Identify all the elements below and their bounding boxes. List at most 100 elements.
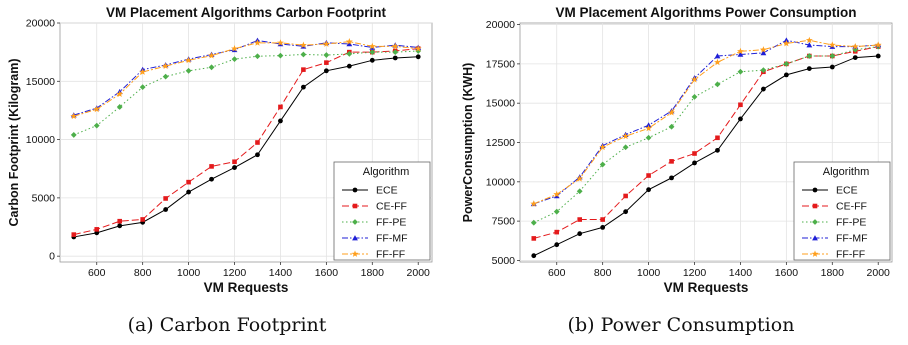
grid-lines: [520, 23, 892, 262]
legend-marker-ff-mf: [352, 235, 358, 241]
data-point-ece: [346, 63, 352, 69]
data-point-ece: [738, 116, 743, 122]
data-point-ff-pe: [346, 50, 353, 57]
data-point-ff-pe: [668, 123, 675, 130]
data-point-ff-ff: [530, 200, 538, 207]
x-tick-label: 800: [594, 267, 612, 279]
legend-marker-ff-pe: [352, 219, 358, 225]
data-point-ce-ff: [646, 173, 651, 178]
data-point-ff-pe: [254, 53, 261, 60]
data-point-ece: [232, 165, 237, 170]
data-point-ff-ff: [737, 47, 744, 55]
series-line-ce-ff: [73, 48, 419, 236]
data-point-ff-ff: [116, 90, 124, 98]
series-line-ff-ff: [533, 39, 879, 205]
data-point-ff-ff: [391, 42, 399, 50]
data-point-ff-pe: [185, 67, 192, 74]
x-tick-label: 600: [548, 267, 566, 279]
data-point-ff-pe: [737, 68, 744, 75]
data-point-ff-ff: [599, 143, 607, 151]
data-point-ff-pe: [93, 122, 100, 129]
data-point-ff-ff: [668, 109, 675, 116]
data-point-ece: [301, 84, 306, 90]
legend-marker-ff-ff: [811, 250, 819, 257]
data-point-ce-ff: [209, 164, 214, 169]
series-group: [530, 36, 882, 259]
data-point-ce-ff: [186, 179, 191, 185]
data-point-ff-ff: [576, 175, 584, 182]
data-point-ce-ff: [738, 102, 743, 108]
legend-box: [333, 161, 431, 261]
x-tick-label: 1400: [269, 267, 293, 279]
data-point-ff-ff: [345, 38, 353, 45]
y-tick-label: 20000: [486, 19, 515, 31]
y-tick-label: 0: [49, 251, 55, 263]
legend-entry-ff-mf: FF-MF: [836, 233, 868, 245]
data-point-ece: [392, 55, 398, 61]
data-point-ff-ff: [645, 124, 653, 132]
data-point-ff-pe: [622, 144, 629, 151]
series-line-ff-pe: [533, 46, 879, 224]
data-point-ff-ff: [93, 105, 101, 113]
data-point-ff-mf: [806, 42, 813, 48]
legend-marker-ff-mf: [812, 235, 818, 241]
x-tick-label: 1000: [177, 267, 201, 279]
data-point-ce-ff: [577, 217, 583, 222]
data-point-ff-pe: [323, 52, 330, 58]
data-point-ece: [554, 242, 560, 248]
data-point-ece: [783, 72, 789, 78]
x-axis-label: VM Requests: [664, 280, 749, 295]
data-point-ece: [323, 68, 329, 74]
data-point-ff-ff: [277, 39, 284, 46]
series-line-ece: [533, 55, 879, 257]
legend-marker-ece: [352, 187, 358, 193]
data-point-ce-ff: [255, 140, 260, 145]
data-point-ff-ff: [714, 58, 721, 66]
x-tick-label: 2000: [407, 267, 431, 279]
data-point-ff-ff: [759, 46, 767, 53]
data-point-ce-ff: [600, 217, 605, 222]
data-point-ff-pe: [116, 104, 123, 110]
data-point-ff-pe: [277, 52, 284, 59]
data-point-ece: [255, 152, 260, 158]
data-point-ce-ff: [301, 67, 306, 72]
legend-entry-ce-ff: CE-FF: [836, 201, 867, 213]
data-point-ff-ff: [70, 112, 78, 120]
data-point-ce-ff: [669, 159, 674, 164]
data-point-ece: [646, 187, 651, 193]
data-point-ff-ff: [414, 45, 422, 52]
data-point-ce-ff: [715, 135, 720, 141]
data-point-ff-pe: [415, 48, 422, 54]
series-line-ff-ff: [73, 41, 419, 117]
data-point-ece: [163, 207, 169, 212]
data-point-ff-pe: [392, 49, 399, 56]
axes: 600 800 1000 1200 1400 1600 1800 2000 5000 7500 10…: [486, 19, 890, 279]
chart-panel-carbon-footprint: VM Placement Algorithms Carbon Footprint…: [7, 5, 433, 336]
data-point-ece: [669, 175, 674, 181]
data-point-ff-pe: [70, 132, 77, 138]
y-tick-label: 20000: [26, 18, 55, 30]
data-point-ff-ff: [782, 39, 790, 47]
legend-entry-ff-pe: FF-PE: [836, 217, 866, 229]
data-point-ff-ff: [162, 62, 170, 70]
caption-power-consumption: (b) Power Consumption: [567, 314, 795, 336]
data-point-ece: [852, 55, 858, 60]
data-point-ff-pe: [208, 64, 215, 71]
data-point-ce-ff: [140, 217, 145, 222]
data-point-ff-ff: [874, 41, 882, 48]
data-point-ff-ff: [231, 45, 238, 52]
x-tick-label: 1000: [637, 267, 661, 279]
data-point-ece: [117, 223, 123, 229]
data-point-ff-pe: [806, 53, 813, 59]
data-point-ff-ff: [208, 52, 215, 59]
data-point-ff-pe: [599, 161, 606, 168]
x-tick-label: 2000: [867, 267, 891, 279]
data-point-ce-ff: [278, 104, 283, 110]
chart-panel-power-consumption: VM Placement Algorithms Power Consumptio…: [454, 0, 908, 345]
data-point-ece: [186, 189, 191, 195]
data-point-ece: [369, 57, 375, 63]
series-line-ff-pe: [73, 50, 419, 136]
data-point-ff-ff: [851, 42, 859, 50]
data-point-ce-ff: [692, 151, 697, 156]
data-point-ece: [692, 160, 697, 166]
